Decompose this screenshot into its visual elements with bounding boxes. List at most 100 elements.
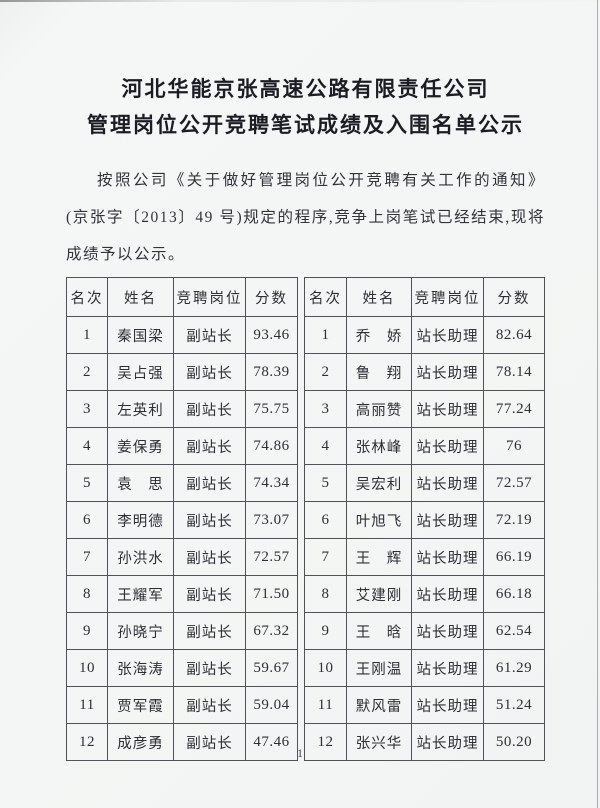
name-cell: 张林峰 xyxy=(346,427,412,465)
position-cell: 站长助理 xyxy=(411,575,484,613)
position-cell: 副站长 xyxy=(173,353,246,391)
rank-cell: 8 xyxy=(66,575,108,613)
rank-cell: 9 xyxy=(66,612,108,650)
score-cell: 78.14 xyxy=(483,353,545,391)
rank-cell: 12 xyxy=(66,723,108,761)
rank-cell: 9 xyxy=(304,612,347,650)
rank-cell: 4 xyxy=(66,427,108,465)
name-cell: 王耀军 xyxy=(107,575,174,613)
name-cell: 吴宏利 xyxy=(346,464,412,502)
rank-cell: 7 xyxy=(66,538,108,576)
score-cell: 74.86 xyxy=(245,427,298,465)
score-cell: 72.19 xyxy=(483,501,545,539)
scan-artifact-right-edge xyxy=(597,0,598,808)
score-cell: 75.75 xyxy=(245,390,298,428)
position-cell: 站长助理 xyxy=(411,612,484,650)
rank-cell: 3 xyxy=(304,390,347,428)
rank-cell: 5 xyxy=(304,464,347,502)
name-cell: 吴占强 xyxy=(107,353,174,391)
rank-cell: 10 xyxy=(66,649,108,687)
table-row: 4 姜保勇 副站长 74.86 xyxy=(66,427,298,465)
name-cell: 王 晗 xyxy=(346,612,412,650)
document-title-line1: 河北华能京张高速公路有限责任公司 xyxy=(121,78,490,101)
table-row: 3 左英利 副站长 75.75 xyxy=(66,390,298,428)
score-cell: 72.57 xyxy=(483,464,545,502)
position-cell: 站长助理 xyxy=(411,538,484,576)
position-cell: 站长助理 xyxy=(411,316,484,354)
table-row: 12 张兴华 站长助理 50.20 xyxy=(304,723,545,761)
position-cell: 站长助理 xyxy=(411,427,484,465)
score-cell: 73.07 xyxy=(245,501,298,539)
page-number: 1 xyxy=(297,748,303,760)
rank-cell: 6 xyxy=(66,501,108,539)
table-row: 10 王刚温 站长助理 61.29 xyxy=(304,649,545,687)
rank-cell: 1 xyxy=(66,316,108,354)
rank-cell: 11 xyxy=(304,686,347,724)
score-cell: 66.18 xyxy=(483,575,545,613)
score-cell: 78.39 xyxy=(245,353,298,391)
table-head-right: 名次 姓名 竞聘岗位 分数 xyxy=(304,277,545,317)
document-content: 河北华能京张高速公路有限责任公司 管理岗位公开竞聘笔试成绩及入围名单公示 按照公… xyxy=(66,72,545,761)
column-header: 名次 xyxy=(304,277,347,317)
name-cell: 王刚温 xyxy=(346,649,412,687)
score-cell: 59.04 xyxy=(245,686,298,724)
position-cell: 副站长 xyxy=(173,316,246,354)
position-cell: 副站长 xyxy=(173,575,246,613)
header-row: 名次 姓名 竞聘岗位 分数 xyxy=(66,277,298,317)
rank-cell: 6 xyxy=(304,501,347,539)
rank-cell: 2 xyxy=(304,353,347,391)
position-cell: 站长助理 xyxy=(411,686,484,724)
name-cell: 张海涛 xyxy=(107,649,174,687)
position-cell: 副站长 xyxy=(173,538,246,576)
score-cell: 72.57 xyxy=(245,538,298,576)
position-cell: 副站长 xyxy=(173,501,246,539)
score-cell: 66.19 xyxy=(483,538,545,576)
name-cell: 李明德 xyxy=(107,501,174,539)
score-cell: 71.50 xyxy=(245,575,298,613)
table-row: 12 成彦勇 副站长 47.46 xyxy=(66,723,298,761)
name-cell: 孙晓宁 xyxy=(107,612,174,650)
score-cell: 93.46 xyxy=(245,316,298,354)
results-tables: 名次 姓名 竞聘岗位 分数 1 秦国梁 副站长 93.46 2 吴占强 副站长 78.39 3 左英利副… xyxy=(66,277,545,761)
table-row: 7 孙洪水 副站长 72.57 xyxy=(66,538,298,576)
name-cell: 秦国梁 xyxy=(107,316,174,354)
scan-artifact-top-edge xyxy=(0,0,600,2)
rank-cell: 11 xyxy=(66,686,108,724)
position-cell: 副站长 xyxy=(173,464,246,502)
name-cell: 默风雷 xyxy=(346,686,412,724)
rank-cell: 2 xyxy=(66,353,108,391)
name-cell: 乔 娇 xyxy=(346,316,412,354)
name-cell: 孙洪水 xyxy=(107,538,174,576)
name-cell: 王 辉 xyxy=(346,538,412,576)
table-body-left: 1 秦国梁 副站长 93.46 2 吴占强 副站长 78.39 3 左英利 副站长 75.75 4 姜保勇… xyxy=(66,316,298,761)
score-cell: 74.34 xyxy=(245,464,298,502)
score-table-left: 名次 姓名 竞聘岗位 分数 1 秦国梁 副站长 93.46 2 吴占强 副站长 78.39 3 左英利副… xyxy=(66,277,298,761)
rank-cell: 1 xyxy=(304,316,347,354)
column-header: 姓名 xyxy=(346,277,412,317)
table-row: 1 秦国梁 副站长 93.46 xyxy=(66,316,298,354)
score-cell: 77.24 xyxy=(483,390,545,428)
rank-cell: 5 xyxy=(66,464,108,502)
rank-cell: 10 xyxy=(304,649,347,687)
position-cell: 站长助理 xyxy=(411,723,484,761)
table-row: 2 吴占强 副站长 78.39 xyxy=(66,353,298,391)
score-cell: 76 xyxy=(483,427,545,465)
table-row: 11 默风雷 站长助理 51.24 xyxy=(304,686,545,724)
score-cell: 51.24 xyxy=(483,686,545,724)
position-cell: 站长助理 xyxy=(411,353,484,391)
rank-cell: 3 xyxy=(66,390,108,428)
table-row: 4 张林峰 站长助理 76 xyxy=(304,427,545,465)
column-header: 竞聘岗位 xyxy=(411,277,484,317)
position-cell: 副站长 xyxy=(173,649,246,687)
name-cell: 左英利 xyxy=(107,390,174,428)
name-cell: 袁 思 xyxy=(107,464,174,502)
name-cell: 贾军霞 xyxy=(107,686,174,724)
column-header: 姓名 xyxy=(107,277,174,317)
position-cell: 副站长 xyxy=(173,427,246,465)
column-header: 分数 xyxy=(483,277,545,317)
